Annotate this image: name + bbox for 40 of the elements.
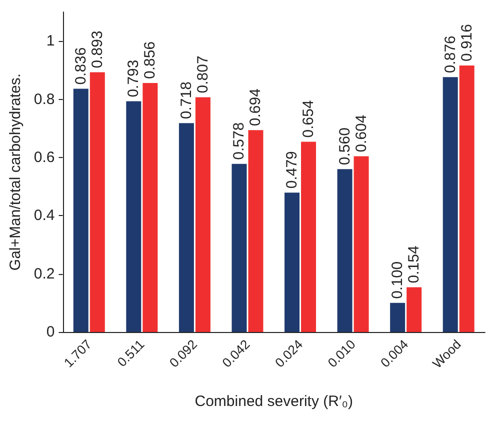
data-label: 0.876 xyxy=(442,36,459,74)
y-tick-label: 0.2 xyxy=(34,265,55,282)
bar xyxy=(248,130,264,332)
data-label: 0.578 xyxy=(230,122,248,160)
y-tick-label: 0.4 xyxy=(34,207,55,224)
bar xyxy=(390,302,406,332)
bar xyxy=(178,123,194,332)
bar xyxy=(284,192,300,332)
bar xyxy=(354,156,369,332)
data-label: 0.479 xyxy=(284,151,301,189)
y-axis-title: Gal+Man/total carbohydrates. xyxy=(7,73,24,271)
data-label: 0.154 xyxy=(406,246,423,284)
data-label: 0.560 xyxy=(336,128,354,166)
data-label: 0.718 xyxy=(178,82,195,120)
bar xyxy=(90,72,105,332)
data-label: 0.100 xyxy=(389,261,406,299)
bar xyxy=(232,164,247,332)
y-tick-label: 0 xyxy=(46,324,55,340)
bar xyxy=(442,77,458,332)
data-label: 0.654 xyxy=(300,100,318,138)
bar xyxy=(337,169,352,332)
data-label: 0.916 xyxy=(458,24,476,62)
data-label: 0.836 xyxy=(72,47,90,85)
y-tick-label: 0.6 xyxy=(34,148,55,166)
data-label: 0.694 xyxy=(247,88,264,126)
bar xyxy=(195,97,210,332)
bar xyxy=(126,101,142,332)
bar xyxy=(459,66,474,332)
x-axis-title: Combined severity (R′₀) xyxy=(194,393,354,410)
y-tick-label: 1 xyxy=(46,32,55,50)
bar xyxy=(301,142,316,332)
y-tick-label: 0.8 xyxy=(34,90,55,108)
data-label: 0.604 xyxy=(352,114,370,152)
data-label: 0.856 xyxy=(142,41,159,79)
data-label: 0.807 xyxy=(194,56,212,94)
data-label: 0.893 xyxy=(88,30,106,68)
bar xyxy=(73,88,88,332)
bar xyxy=(142,82,158,332)
bar xyxy=(406,287,422,332)
data-label: 0.793 xyxy=(125,60,142,98)
